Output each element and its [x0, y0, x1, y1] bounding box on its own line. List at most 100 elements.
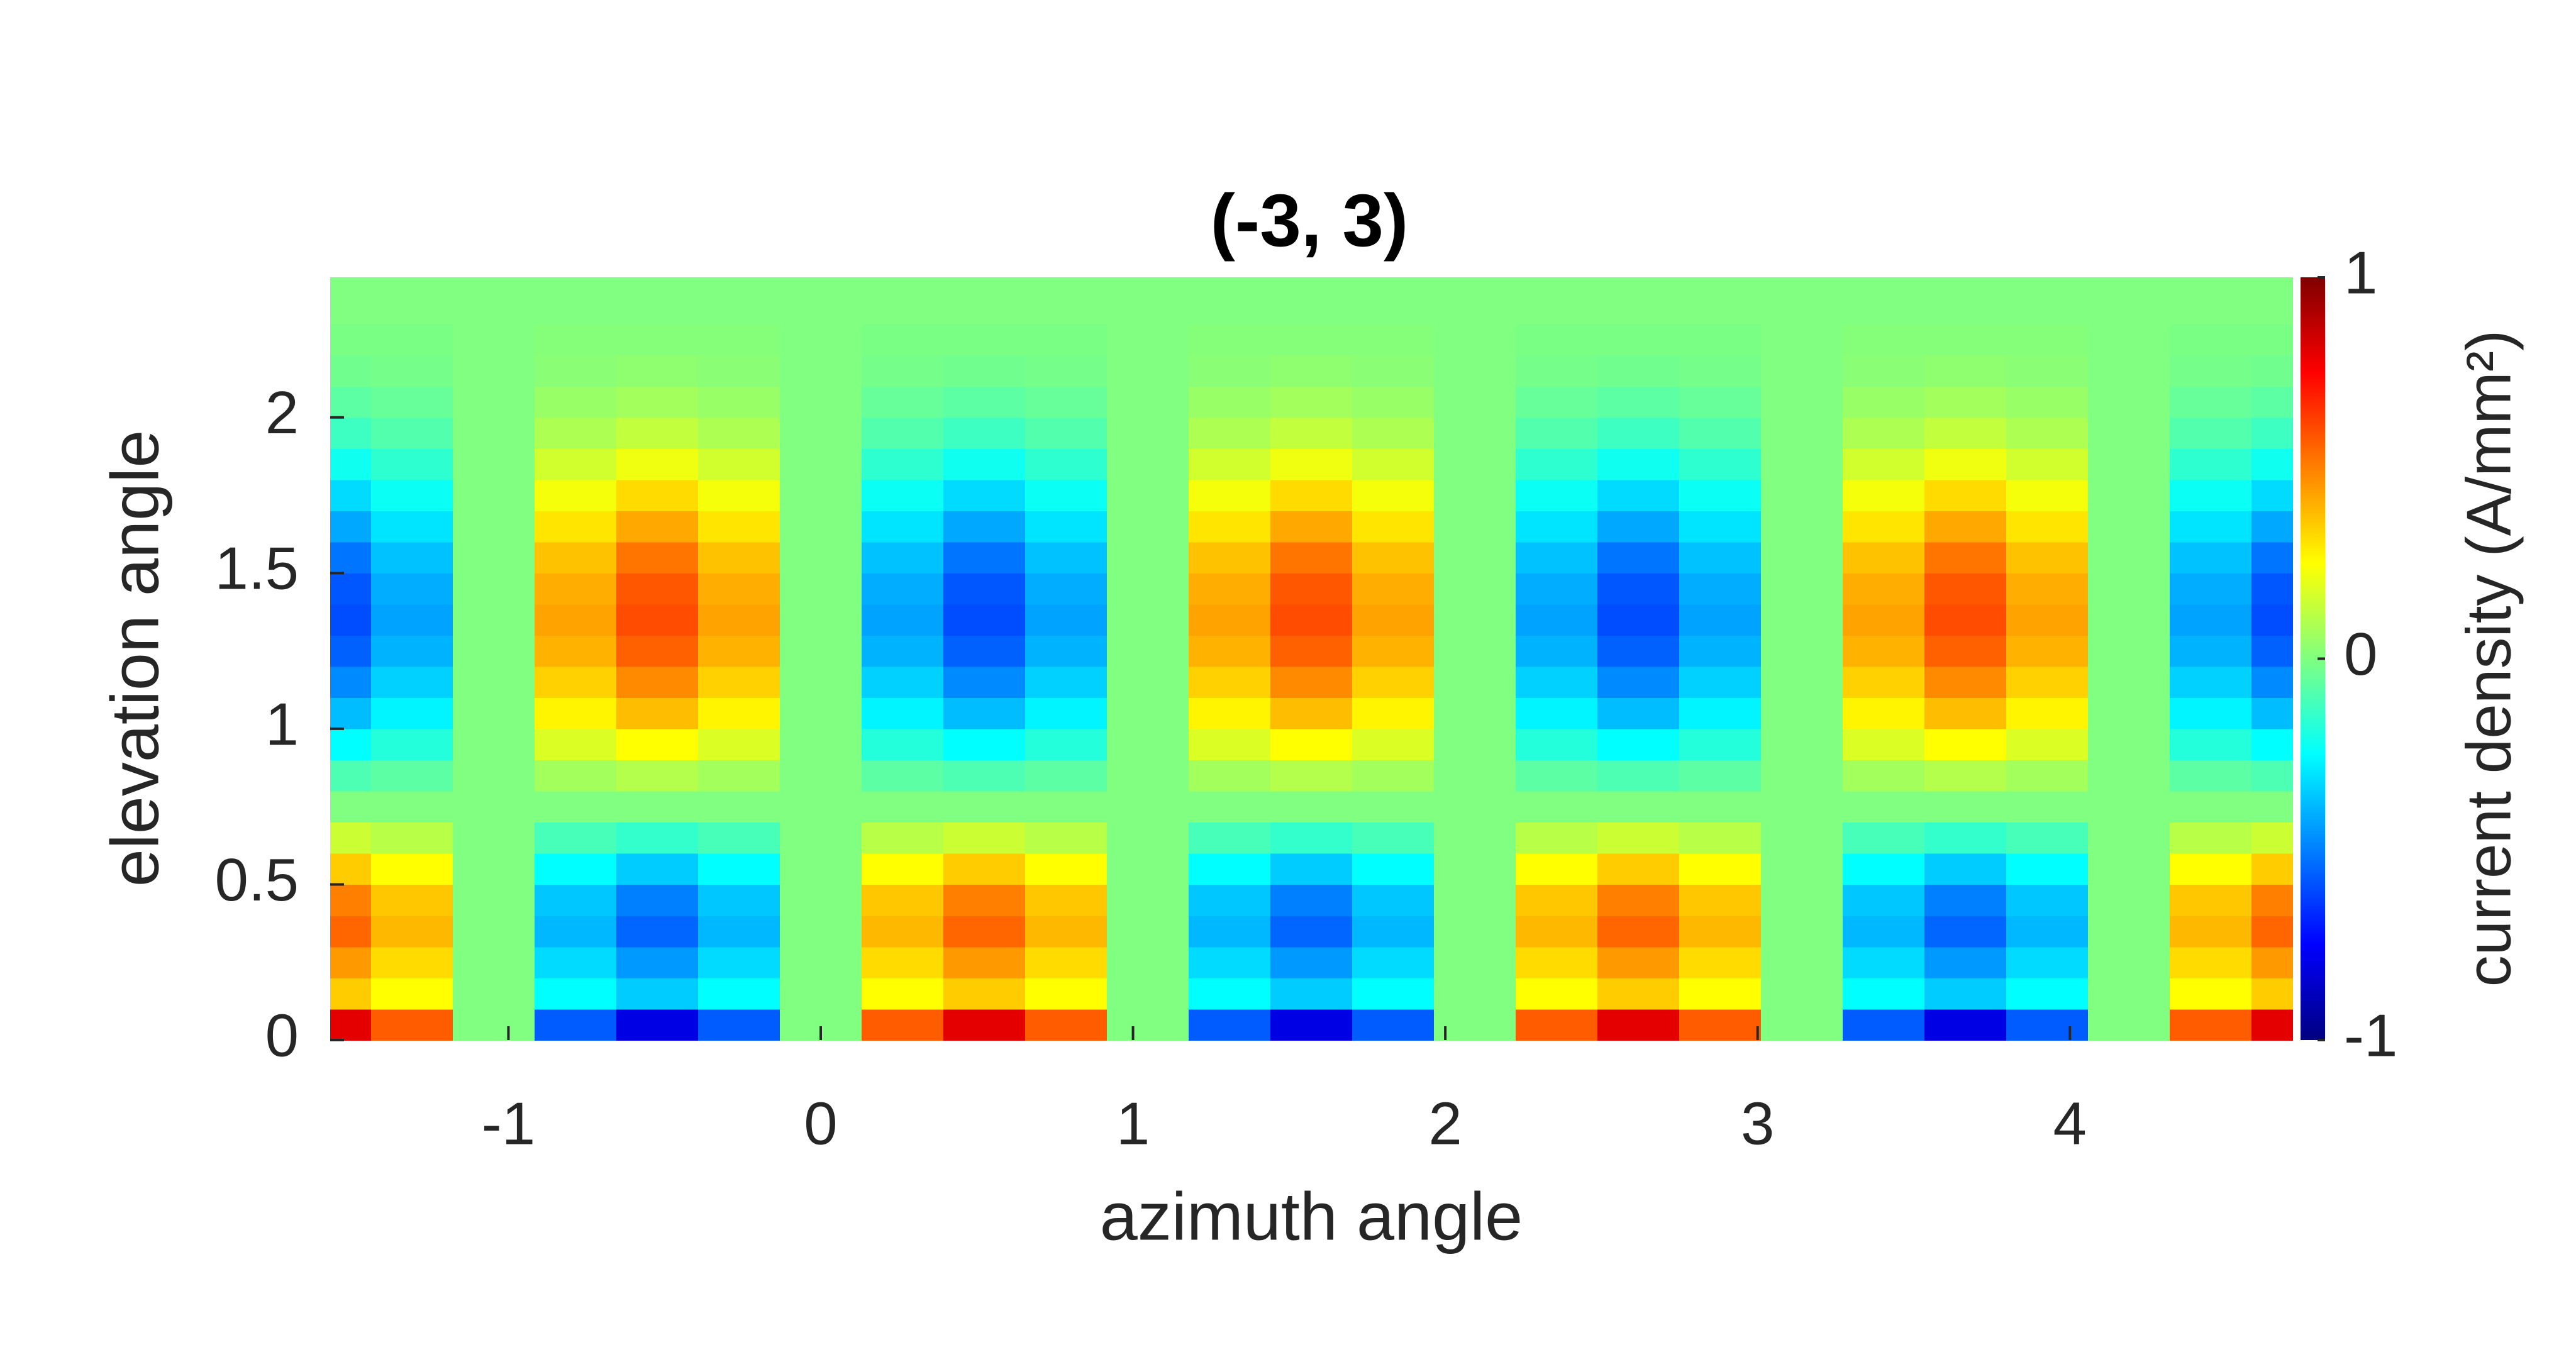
contour-cell — [2251, 977, 2293, 1010]
contour-cell — [1434, 977, 1516, 1010]
contour-cell — [780, 448, 862, 480]
contour-cell — [1516, 884, 1598, 916]
contour-cell — [616, 635, 699, 667]
contour-cell — [1107, 386, 1189, 418]
contour-cell — [780, 355, 862, 387]
contour-cell — [2088, 915, 2170, 948]
contour-cell — [1516, 324, 1598, 356]
contour-cell — [943, 822, 1026, 854]
contour-cell — [453, 853, 535, 885]
contour-cell — [1270, 324, 1353, 356]
contour-cell — [1352, 355, 1435, 387]
contour-cell — [535, 946, 617, 978]
contour-cell — [1679, 355, 1762, 387]
contour-cell — [1924, 541, 2007, 574]
contour-cell — [1516, 915, 1598, 948]
contour-cell — [862, 417, 944, 450]
contour-cell — [1679, 479, 1762, 512]
contour-cell — [2006, 728, 2089, 761]
contour-cell — [2006, 479, 2089, 512]
contour-cell — [371, 573, 453, 605]
contour-cell — [1107, 277, 1189, 325]
contour-cell — [698, 728, 780, 761]
contour-cell — [535, 666, 617, 699]
contour-cell — [943, 946, 1026, 978]
contour-cell — [1107, 666, 1189, 699]
contour-cell — [371, 915, 453, 948]
contour-cell — [1679, 884, 1762, 916]
contour-cell — [2006, 277, 2089, 325]
contour-cell — [1597, 760, 1680, 792]
contour-cell — [2006, 697, 2089, 729]
contour-cell — [698, 946, 780, 978]
contour-cell — [862, 946, 944, 978]
contour-cell — [2251, 884, 2293, 916]
contour-cell — [371, 728, 453, 761]
contour-cell — [1843, 541, 1925, 574]
contour-cell — [1843, 277, 1925, 325]
contour-cell — [1270, 697, 1353, 729]
contour-cell — [943, 697, 1026, 729]
x-tick-label: 0 — [804, 1090, 837, 1157]
contour-cell — [943, 479, 1026, 512]
contour-cell — [1025, 604, 1108, 636]
contour-cell — [862, 511, 944, 543]
contour-cell — [1597, 511, 1680, 543]
contour-cell — [1270, 417, 1353, 450]
contour-cell — [2251, 541, 2293, 574]
contour-cell — [780, 417, 862, 450]
contour-cell — [943, 760, 1026, 792]
contour-cell — [1189, 355, 1271, 387]
contour-cell — [2251, 511, 2293, 543]
contour-cell — [862, 760, 944, 792]
contour-cell — [1843, 573, 1925, 605]
contour-cell — [1761, 915, 1843, 948]
contour-cell — [2006, 946, 2089, 978]
contour-cell — [1597, 977, 1680, 1010]
contour-cell — [1025, 822, 1108, 854]
contour-cell — [1025, 355, 1108, 387]
contour-cell — [1434, 697, 1516, 729]
contour-cell — [616, 324, 699, 356]
contour-cell — [1843, 822, 1925, 854]
contour-cell — [1679, 604, 1762, 636]
contour-cell — [535, 386, 617, 418]
contour-cell — [453, 946, 535, 978]
contour-cell — [862, 386, 944, 418]
contour-cell — [1761, 277, 1843, 325]
contour-cell — [1597, 853, 1680, 885]
contour-cell — [330, 728, 372, 761]
contour-cell — [1107, 417, 1189, 450]
contour-cell — [943, 884, 1026, 916]
contour-cell — [1761, 386, 1843, 418]
contour-cell — [330, 946, 372, 978]
contour-cell — [943, 355, 1026, 387]
contour-cell — [1924, 324, 2007, 356]
contour-cell — [1843, 666, 1925, 699]
contour-cell — [1516, 511, 1598, 543]
contour-cell — [2006, 977, 2089, 1010]
contour-cell — [371, 541, 453, 574]
contour-cell — [1025, 1009, 1108, 1041]
contour-cell — [1025, 511, 1108, 543]
contour-cell — [1434, 448, 1516, 480]
contour-cell — [1270, 604, 1353, 636]
contour-cell — [1025, 946, 1108, 978]
contour-cell — [1189, 511, 1271, 543]
contour-cell — [1516, 977, 1598, 1010]
contour-cell — [1516, 277, 1598, 325]
contour-cell — [616, 277, 699, 325]
contour-cell — [371, 277, 453, 325]
contour-cell — [1107, 790, 1189, 823]
contour-cell — [1189, 541, 1271, 574]
contour-cell — [1924, 790, 2007, 823]
contour-cell — [1843, 604, 1925, 636]
contour-cell — [1761, 541, 1843, 574]
contour-cell — [453, 1009, 535, 1041]
contour-cell — [1597, 448, 1680, 480]
contour-cell — [1516, 355, 1598, 387]
contour-cell — [862, 448, 944, 480]
contour-cell — [2170, 355, 2252, 387]
y-tick-label: 2 — [265, 379, 299, 446]
contour-cell — [1843, 977, 1925, 1010]
